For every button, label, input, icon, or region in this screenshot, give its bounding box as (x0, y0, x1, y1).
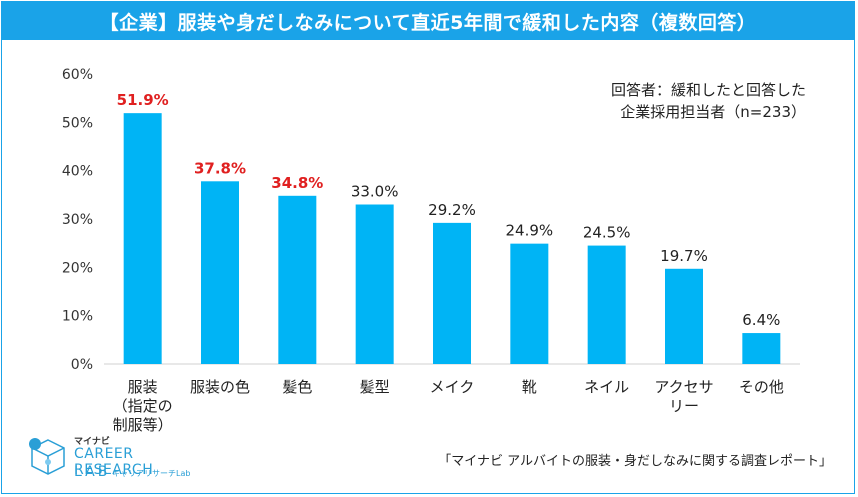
bar (742, 333, 781, 364)
cube-logo-icon (29, 438, 65, 475)
bar (278, 195, 317, 364)
x-category-label: 服装の色 (190, 378, 250, 396)
x-category-label: 髪色 (282, 378, 312, 396)
career-research-lab-logo: マイナビ CAREER RESEARCH LAB キャリアリサーチLab (26, 434, 216, 484)
chart-title: 【企業】服装や身だしなみについて直近5年間で緩和した内容（複数回答） (2, 2, 854, 40)
bar (123, 113, 162, 365)
x-category-label: その他 (739, 378, 784, 396)
bar-value-label: 34.8% (271, 174, 323, 192)
y-tick-label: 20% (62, 260, 93, 276)
x-category-label: ネイル (584, 378, 629, 396)
bar-value-label: 24.9% (506, 222, 554, 240)
bar (665, 268, 703, 364)
y-tick-label: 60% (62, 67, 93, 83)
respondent-note: 回答者：緩和したと回答した 企業採用担当者（n=233） (611, 79, 806, 123)
y-tick-label: 50% (62, 115, 93, 131)
x-category-label: リー (669, 397, 699, 415)
bar (201, 181, 239, 364)
bar (433, 222, 471, 364)
bar-value-label: 37.8% (194, 159, 246, 177)
logo-brand-lab: LAB (74, 464, 111, 480)
x-category-label: （指定の (113, 397, 173, 415)
bar-value-label: 24.5% (583, 224, 631, 242)
y-tick-label: 0% (71, 357, 93, 373)
x-category-label: 服装 (128, 378, 158, 396)
bar-value-label: 51.9% (117, 91, 169, 109)
bar-value-label: 19.7% (660, 247, 708, 265)
respondent-note-line2: 企業採用担当者（n=233） (620, 103, 806, 121)
bar-value-label: 6.4% (742, 311, 780, 329)
bar (355, 204, 394, 364)
x-category-label: メイク (430, 378, 475, 396)
y-tick-label: 40% (62, 164, 93, 180)
bar (510, 243, 549, 364)
y-tick-label: 30% (62, 212, 93, 228)
x-category-label: 靴 (522, 378, 537, 396)
logo-brand-kana: キャリアリサーチLab (112, 469, 191, 478)
bar-value-label: 33.0% (351, 183, 399, 201)
respondent-note-line1: 回答者：緩和したと回答した (610, 81, 806, 99)
logo-brand-small: マイナビ (74, 437, 110, 447)
y-tick-label: 10% (62, 309, 93, 325)
bar-value-label: 29.2% (428, 201, 476, 219)
bar (587, 245, 626, 364)
logo-brand-main: CAREER RESEARCH (74, 446, 154, 478)
x-category-label: 制服等） (113, 416, 173, 434)
x-category-label: 髪型 (360, 378, 390, 396)
source-caption: 「マイナビ アルバイトの服装・身だしなみに関する調査レポート」 (438, 454, 832, 469)
x-category-label: アクセサ (654, 378, 713, 396)
